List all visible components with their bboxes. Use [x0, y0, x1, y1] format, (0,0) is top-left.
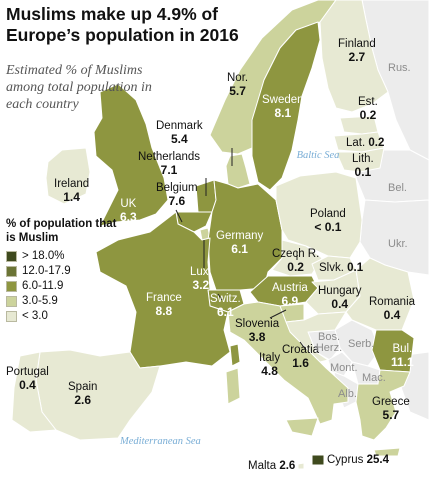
greece-shape — [355, 369, 411, 441]
label-serbia: Serb. — [348, 338, 375, 350]
label-belarus: Bel. — [388, 182, 407, 194]
label-albania: Alb. — [338, 388, 357, 400]
label-ukraine: Ukr. — [388, 238, 408, 250]
sicily-shape — [285, 417, 319, 437]
label-belgium: Belgium 7.6 — [156, 182, 198, 208]
legend-item-6-12: 6.0-11.9 — [6, 279, 63, 293]
map-subtitle: Estimated % of Muslims among total popul… — [6, 63, 152, 112]
label-portugal: Portugal 0.4 — [6, 366, 49, 392]
label-norway: Nor. 5.7 — [227, 72, 249, 98]
legend-swatch — [6, 265, 17, 277]
ireland-shape — [45, 147, 91, 205]
label-czech: Czech R. 0.2 — [272, 248, 320, 274]
uk-shape — [93, 83, 169, 227]
legend-item-12-18: 12.0-17.9 — [6, 264, 71, 278]
label-spain: Spain 2.6 — [68, 381, 98, 407]
corsica-shape — [229, 343, 241, 367]
label-croatia: Croatia 1.6 — [282, 344, 320, 370]
label-germany: Germany 6.1 — [216, 230, 264, 256]
label-uk: UK 6.3 — [120, 198, 137, 224]
legend-swatch — [6, 310, 17, 322]
label-latvia: Lat. 0.2 — [346, 137, 385, 149]
montenegro-shape — [327, 351, 353, 377]
label-russia: Rus. — [388, 62, 411, 74]
label-hungary: Hungary 0.4 — [318, 285, 362, 311]
label-austria: Austria 6.9 — [272, 282, 308, 308]
legend-item-3-6: 3.0-5.9 — [6, 294, 58, 308]
legend-title: % of population that is Muslim — [6, 218, 117, 244]
croatia-leader — [299, 341, 307, 351]
label-malta: Malta 2.6 — [248, 460, 296, 472]
map-title: Muslims make up 4.9% of Europe’s populat… — [6, 4, 239, 45]
france-shape — [95, 211, 231, 369]
label-poland: Poland < 0.1 — [310, 208, 346, 234]
lithuania-shape — [335, 147, 385, 173]
label-montenegro: Mont. — [330, 362, 358, 374]
label-bosnia: Bos. Herz. — [315, 331, 343, 354]
label-macedonia: Mac. — [362, 372, 386, 384]
label-cyprus: Cyprus 25.4 — [327, 454, 390, 466]
label-sweden: Sweden 8.1 — [262, 94, 304, 120]
belgium-leader — [175, 209, 183, 223]
legend-swatch — [6, 250, 17, 262]
label-denmark: Denmark 5.4 — [156, 120, 203, 146]
legend-swatch — [6, 295, 17, 307]
label-finland: Finland 2.7 — [338, 38, 376, 64]
label-greece: Greece 5.7 — [372, 396, 410, 422]
label-baltic-sea: Baltic Sea — [296, 150, 340, 161]
label-france: France 8.8 — [146, 292, 182, 318]
legend-swatch — [6, 280, 17, 292]
label-switzerland: Switz. 6.1 — [210, 293, 241, 319]
label-luxembourg: Lux. 3.2 — [190, 266, 212, 292]
label-estonia: Est. 0.2 — [358, 96, 378, 122]
sardinia-shape — [225, 367, 241, 405]
label-italy: Italy 4.8 — [259, 352, 281, 378]
label-bulgaria: Bul. 11.1 — [391, 343, 414, 369]
cyprus-shape — [311, 454, 325, 466]
switz-leader — [217, 293, 223, 301]
finland-shape — [319, 0, 389, 113]
label-lithuania: Lith. 0.1 — [352, 153, 374, 179]
label-netherlands: Netherlands 7.1 — [138, 151, 201, 177]
italy-shape — [227, 301, 349, 425]
label-romania: Romania 0.4 — [369, 296, 416, 322]
legend-item-under-3: < 3.0 — [6, 309, 48, 323]
legend-item-18-plus: > 18.0% — [6, 249, 65, 263]
label-ireland: Ireland 1.4 — [54, 178, 90, 204]
denmark-shape — [225, 153, 251, 189]
portugal-shape — [11, 351, 57, 433]
label-mediterranean-sea: Mediterranean Sea — [120, 436, 201, 447]
crete-shape — [373, 447, 401, 457]
sweden-shape — [251, 21, 321, 191]
malta-shape — [297, 462, 305, 470]
slovenia-leader — [269, 309, 287, 319]
label-slovenia: Slovenia 3.8 — [235, 318, 280, 344]
label-slovakia: Slvk. 0.1 — [319, 262, 364, 274]
